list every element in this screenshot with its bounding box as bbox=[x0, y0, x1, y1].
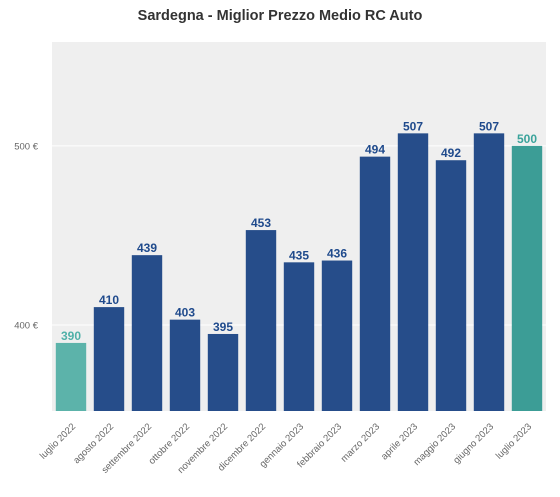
data-label: 410 bbox=[99, 293, 119, 307]
bar bbox=[169, 319, 201, 411]
bar bbox=[321, 260, 353, 411]
data-label: 395 bbox=[213, 320, 233, 334]
x-tick-label: luglio 2022 bbox=[38, 421, 78, 461]
x-tick-label: luglio 2023 bbox=[494, 421, 534, 461]
bar bbox=[435, 160, 467, 411]
data-label: 439 bbox=[137, 241, 157, 255]
bar bbox=[359, 156, 391, 411]
bar bbox=[207, 333, 239, 411]
data-label: 492 bbox=[441, 146, 461, 160]
data-label: 436 bbox=[327, 247, 347, 261]
y-tick-label: 400 € bbox=[14, 321, 38, 332]
x-tick-label: marzo 2023 bbox=[339, 421, 382, 464]
data-label: 390 bbox=[61, 329, 81, 343]
bar bbox=[131, 255, 163, 411]
bar bbox=[397, 133, 429, 411]
y-tick-label: 500 € bbox=[14, 141, 38, 152]
data-label: 507 bbox=[403, 119, 423, 133]
chart-title: Sardegna - Miglior Prezzo Medio RC Auto bbox=[137, 8, 423, 24]
data-label: 507 bbox=[479, 119, 499, 133]
data-label: 453 bbox=[251, 216, 271, 230]
data-label: 494 bbox=[365, 143, 385, 157]
bar bbox=[93, 307, 125, 411]
data-label: 435 bbox=[289, 248, 309, 262]
bar bbox=[55, 342, 87, 411]
x-tick-label: aprile 2023 bbox=[379, 421, 420, 462]
data-label: 403 bbox=[175, 306, 195, 320]
x-tick-label: giugno 2023 bbox=[451, 421, 496, 466]
bar bbox=[473, 133, 505, 411]
data-label: 500 bbox=[517, 132, 537, 146]
bar bbox=[511, 145, 543, 412]
bar bbox=[283, 262, 315, 411]
bar bbox=[245, 230, 277, 411]
